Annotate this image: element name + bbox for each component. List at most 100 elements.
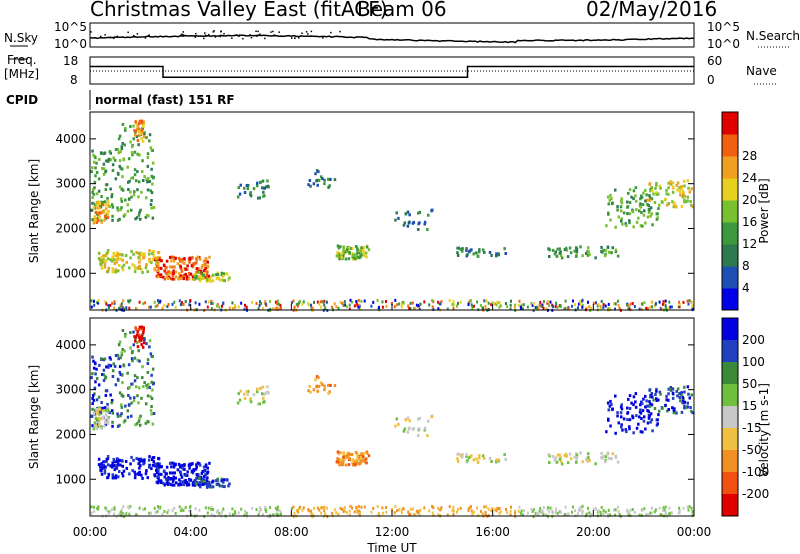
velocity-cell bbox=[90, 505, 93, 509]
power-cell bbox=[668, 181, 672, 185]
velocity-cell bbox=[121, 512, 124, 516]
velocity-cell bbox=[664, 403, 667, 407]
velocity-cell bbox=[152, 460, 155, 464]
power-cell bbox=[146, 188, 150, 192]
power-cell bbox=[566, 255, 570, 259]
velocity-cell bbox=[220, 477, 224, 481]
velocity-cell bbox=[309, 390, 312, 394]
power-cell bbox=[118, 134, 122, 138]
power-cell bbox=[117, 137, 121, 141]
power-cell bbox=[244, 303, 246, 307]
power-cell bbox=[627, 191, 630, 195]
velocity-cell bbox=[647, 416, 651, 420]
power-cell bbox=[358, 307, 361, 311]
power-cell bbox=[118, 264, 121, 267]
power-cell bbox=[179, 265, 182, 269]
power-cell bbox=[106, 202, 110, 206]
power-cell bbox=[496, 300, 499, 304]
power-cell bbox=[650, 305, 653, 309]
velocity-cell bbox=[190, 513, 193, 517]
nsky-spike bbox=[220, 30, 222, 32]
velocity-cell bbox=[381, 506, 384, 510]
power-cell bbox=[114, 268, 118, 272]
velocity-cell bbox=[127, 505, 130, 509]
velocity-cell bbox=[566, 461, 570, 465]
nsky-spike bbox=[231, 37, 233, 39]
velocity-cell bbox=[106, 408, 110, 412]
velocity-cell bbox=[131, 359, 134, 363]
velocity-cell bbox=[262, 400, 265, 404]
velocity-cell bbox=[359, 456, 362, 459]
velocity-cell bbox=[168, 461, 172, 465]
velocity-cell bbox=[641, 508, 644, 512]
power-cell bbox=[346, 249, 350, 253]
velocity-cell bbox=[404, 418, 408, 422]
colorbar-tick-label: 12 bbox=[742, 237, 757, 251]
colorbar-frame bbox=[721, 317, 739, 517]
power-cell bbox=[648, 208, 651, 212]
power-cell bbox=[619, 199, 623, 203]
velocity-cell bbox=[639, 403, 642, 407]
velocity-cell bbox=[121, 474, 125, 478]
velocity-cell bbox=[599, 513, 602, 517]
power-cell bbox=[97, 299, 100, 303]
power-cell bbox=[98, 215, 101, 219]
power-cell bbox=[151, 257, 155, 261]
velocity-cell bbox=[126, 409, 129, 413]
power-cell bbox=[402, 223, 406, 227]
power-cell bbox=[336, 244, 340, 248]
power-cell bbox=[148, 249, 151, 253]
velocity-cell bbox=[152, 412, 156, 415]
velocity-cell bbox=[188, 509, 191, 513]
velocity-cell bbox=[587, 456, 590, 460]
velocity-cell bbox=[633, 511, 636, 514]
power-cell bbox=[202, 276, 205, 280]
power-cell bbox=[165, 275, 168, 279]
power-cell bbox=[90, 170, 93, 174]
power-cell bbox=[220, 271, 224, 275]
velocity-cell bbox=[133, 374, 137, 378]
power-cell bbox=[149, 189, 152, 193]
power-cell bbox=[652, 192, 655, 196]
velocity-cell bbox=[96, 423, 99, 427]
colorbar-segment bbox=[722, 384, 738, 407]
power-cell bbox=[317, 178, 321, 182]
velocity-cell bbox=[362, 452, 366, 456]
velocity-cell bbox=[337, 452, 341, 456]
velocity-cell bbox=[607, 417, 610, 421]
nsky-frame bbox=[89, 22, 695, 48]
colorbar-tick-label: 24 bbox=[742, 171, 757, 185]
velocity-cell bbox=[406, 430, 410, 434]
velocity-cell bbox=[333, 508, 336, 512]
power-cell bbox=[103, 263, 107, 267]
velocity-cell bbox=[681, 401, 684, 405]
power-cell bbox=[365, 255, 368, 259]
velocity-cell bbox=[132, 458, 135, 462]
velocity-cell bbox=[616, 414, 619, 418]
velocity-cell bbox=[614, 431, 617, 435]
velocity-cell bbox=[116, 377, 120, 381]
power-cell bbox=[344, 303, 346, 307]
power-cell bbox=[227, 278, 230, 282]
power-cell bbox=[661, 200, 664, 204]
velocity-cell bbox=[452, 505, 455, 509]
velocity-cell bbox=[427, 419, 430, 423]
power-cell bbox=[650, 300, 653, 304]
power-cell bbox=[651, 189, 654, 193]
velocity-cell bbox=[234, 512, 237, 515]
velocity-cell bbox=[225, 478, 228, 482]
power-cell bbox=[664, 197, 667, 201]
power-cell bbox=[607, 307, 610, 311]
power-cell bbox=[686, 179, 690, 183]
velocity-cell bbox=[215, 479, 218, 483]
velocity-cell bbox=[205, 472, 209, 476]
velocity-cell bbox=[136, 345, 140, 349]
velocity-cell bbox=[98, 407, 101, 411]
power-cell bbox=[632, 189, 636, 193]
velocity-cell bbox=[602, 512, 605, 516]
velocity-cell bbox=[137, 386, 141, 390]
power-cell bbox=[157, 250, 160, 254]
velocity-cell bbox=[546, 507, 549, 511]
power-cell bbox=[324, 306, 327, 310]
velocity-cell bbox=[650, 506, 653, 510]
